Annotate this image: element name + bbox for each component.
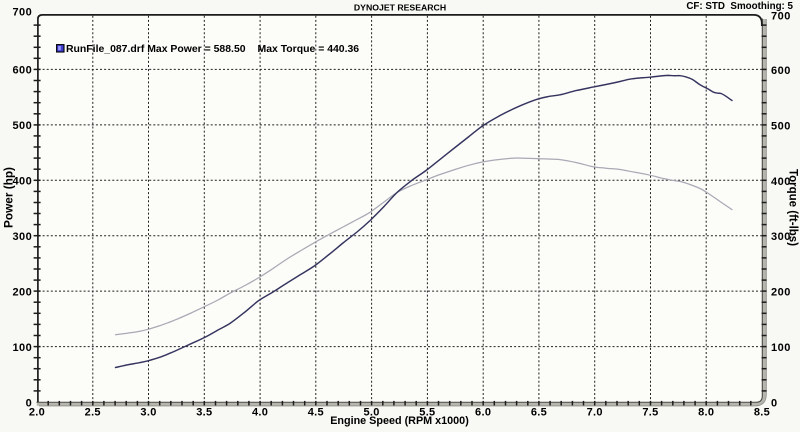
svg-text:2.0: 2.0 (29, 406, 45, 418)
svg-text:500: 500 (771, 120, 791, 132)
svg-text:8.5: 8.5 (754, 406, 770, 418)
svg-text:3.5: 3.5 (196, 406, 212, 418)
svg-text:7.5: 7.5 (642, 406, 658, 418)
svg-text:400: 400 (771, 176, 791, 188)
svg-text:3.0: 3.0 (140, 406, 156, 418)
svg-text:CF: STD Smoothing: 5: CF: STD Smoothing: 5 (686, 1, 793, 12)
svg-text:4.0: 4.0 (252, 406, 268, 418)
svg-text:700: 700 (771, 10, 791, 22)
svg-text:4.5: 4.5 (308, 406, 324, 418)
svg-text:400: 400 (12, 176, 32, 188)
svg-text:RunFile_087.drf Max Power = 58: RunFile_087.drf Max Power = 588.50 (66, 44, 246, 55)
svg-text:100: 100 (12, 342, 32, 354)
svg-text:Max Torque = 440.36: Max Torque = 440.36 (258, 44, 360, 55)
svg-text:Power (hp): Power (hp) (1, 167, 15, 228)
svg-text:300: 300 (12, 231, 32, 243)
svg-text:Engine Speed (RPM x1000): Engine Speed (RPM x1000) (330, 415, 469, 427)
svg-text:Torque (ft-lbs): Torque (ft-lbs) (787, 169, 799, 246)
svg-text:0: 0 (26, 398, 33, 410)
svg-text:2.5: 2.5 (85, 406, 101, 418)
svg-text:DYNOJET RESEARCH: DYNOJET RESEARCH (354, 2, 446, 12)
svg-text:600: 600 (12, 65, 32, 77)
svg-text:600: 600 (771, 65, 791, 77)
svg-text:6.0: 6.0 (475, 406, 491, 418)
svg-text:200: 200 (12, 286, 32, 298)
svg-text:7.0: 7.0 (587, 406, 603, 418)
svg-text:6.5: 6.5 (531, 406, 547, 418)
svg-text:5.0: 5.0 (364, 406, 380, 418)
svg-text:700: 700 (12, 7, 32, 19)
svg-text:200: 200 (771, 287, 791, 299)
svg-text:100: 100 (771, 342, 791, 354)
svg-text:5.5: 5.5 (419, 406, 435, 418)
svg-text:8.0: 8.0 (698, 406, 714, 418)
svg-text:500: 500 (12, 120, 32, 132)
svg-text:0: 0 (771, 397, 778, 409)
svg-text:300: 300 (771, 231, 791, 243)
